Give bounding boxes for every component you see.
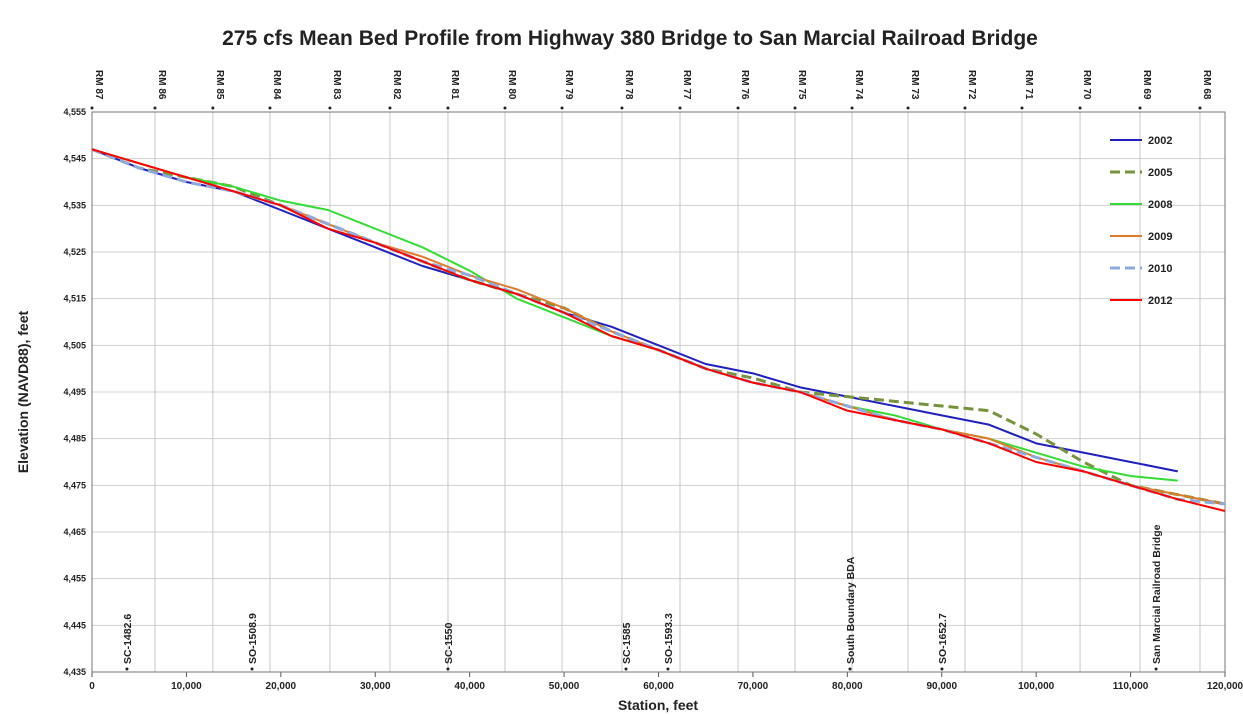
- top-tick: [620, 106, 624, 110]
- annotation: San Marcial Railroad Bridge: [1151, 524, 1163, 664]
- annotation: SO-1508.9: [247, 613, 259, 664]
- top-tick-label: RM 84: [271, 70, 282, 100]
- annotation-marker: [1154, 667, 1158, 671]
- top-tick: [1020, 106, 1024, 110]
- top-tick: [560, 106, 564, 110]
- top-tick: [678, 106, 682, 110]
- y-axis-label: Elevation (NAVD88), feet: [15, 311, 31, 474]
- annotation: SC-1482.6: [122, 614, 134, 664]
- top-tick-label: RM 77: [681, 70, 692, 100]
- x-tick-label: 40,000: [454, 681, 485, 692]
- annotation-marker: [666, 667, 670, 671]
- top-tick-label: RM 79: [563, 70, 574, 100]
- x-tick-label: 100,000: [1018, 681, 1055, 692]
- top-tick-label: RM 78: [623, 70, 634, 100]
- top-tick-label: RM 85: [214, 70, 225, 100]
- x-tick-label: 10,000: [171, 681, 202, 692]
- top-tick: [211, 106, 215, 110]
- x-tick-label: 90,000: [926, 681, 957, 692]
- y-tick-label: 4,495: [63, 387, 86, 397]
- top-tick-label: RM 71: [1023, 70, 1034, 100]
- y-tick-label: 4,535: [63, 200, 86, 210]
- annotation: SO-1593.3: [663, 613, 675, 664]
- top-tick: [850, 106, 854, 110]
- top-tick-label: RM 76: [739, 70, 750, 100]
- annotation-marker: [250, 667, 254, 671]
- series-line: [91, 148, 1178, 473]
- annotation-marker: [446, 667, 450, 671]
- annotation: South Boundary BDA: [845, 556, 857, 664]
- annotation-marker: [848, 667, 852, 671]
- x-tick-label: 110,000: [1113, 681, 1149, 692]
- top-tick-label: RM 82: [391, 70, 402, 100]
- top-tick-label: RM 87: [93, 70, 104, 100]
- y-tick-label: 4,515: [63, 294, 86, 304]
- top-tick-label: RM 68: [1201, 70, 1212, 100]
- top-tick-label: RM 86: [156, 70, 167, 100]
- chart-title: 275 cfs Mean Bed Profile from Highway 38…: [222, 27, 1038, 50]
- top-tick: [1078, 106, 1082, 110]
- top-tick: [793, 106, 797, 110]
- plot-frame: [91, 111, 1226, 673]
- y-tick-label: 4,455: [63, 574, 86, 584]
- top-tick: [268, 106, 272, 110]
- top-tick-label: RM 72: [966, 70, 977, 100]
- top-tick-label: RM 80: [506, 70, 517, 100]
- legend-label: 2002: [1148, 135, 1172, 147]
- top-tick-label: RM 75: [796, 70, 807, 100]
- legend-label: 2008: [1148, 199, 1172, 211]
- top-tick: [328, 106, 332, 110]
- top-tick: [1198, 106, 1202, 110]
- top-tick: [906, 106, 910, 110]
- top-tick-label: RM 74: [853, 70, 864, 100]
- top-tick: [388, 106, 392, 110]
- y-tick-label: 4,465: [63, 527, 86, 537]
- top-tick-label: RM 69: [1141, 70, 1152, 100]
- legend-label: 2012: [1148, 295, 1172, 307]
- annotation-marker: [940, 667, 944, 671]
- x-tick-label: 0: [89, 681, 95, 692]
- top-tick: [503, 106, 507, 110]
- y-tick-label: 4,555: [63, 107, 86, 117]
- y-tick-label: 4,525: [63, 247, 86, 257]
- annotation-marker: [624, 667, 628, 671]
- top-tick-label: RM 73: [909, 70, 920, 100]
- top-tick: [963, 106, 967, 110]
- x-tick-label: 20,000: [266, 681, 297, 692]
- top-tick-label: RM 70: [1081, 70, 1092, 100]
- top-tick: [736, 106, 740, 110]
- y-tick-label: 4,445: [63, 620, 86, 630]
- legend-label: 2005: [1148, 167, 1172, 179]
- legend-label: 2009: [1148, 231, 1172, 243]
- y-tick-label: 4,475: [63, 480, 86, 490]
- legend-label: 2010: [1148, 263, 1172, 275]
- annotation: SC-1550: [443, 622, 455, 664]
- y-tick-label: 4,485: [63, 434, 86, 444]
- y-tick-label: 4,505: [63, 340, 86, 350]
- y-tick-label: 4,435: [63, 667, 86, 677]
- x-tick-label: 70,000: [738, 681, 769, 692]
- y-tick-label: 4,545: [63, 154, 86, 164]
- annotation: SC-1585: [621, 622, 633, 664]
- x-axis-label: Station, feet: [618, 697, 698, 713]
- top-tick: [90, 106, 94, 110]
- top-tick: [1138, 106, 1142, 110]
- x-tick-label: 30,000: [360, 681, 391, 692]
- series-line: [91, 148, 1226, 512]
- top-tick: [446, 106, 450, 110]
- annotation: SO-1652.7: [937, 613, 949, 664]
- top-tick: [153, 106, 157, 110]
- x-tick-label: 120,000: [1207, 681, 1243, 692]
- x-tick-label: 50,000: [549, 681, 580, 692]
- top-tick-label: RM 81: [449, 70, 460, 100]
- x-tick-label: 60,000: [643, 681, 674, 692]
- annotation-marker: [125, 667, 129, 671]
- top-tick-label: RM 83: [331, 70, 342, 100]
- x-tick-label: 80,000: [832, 681, 863, 692]
